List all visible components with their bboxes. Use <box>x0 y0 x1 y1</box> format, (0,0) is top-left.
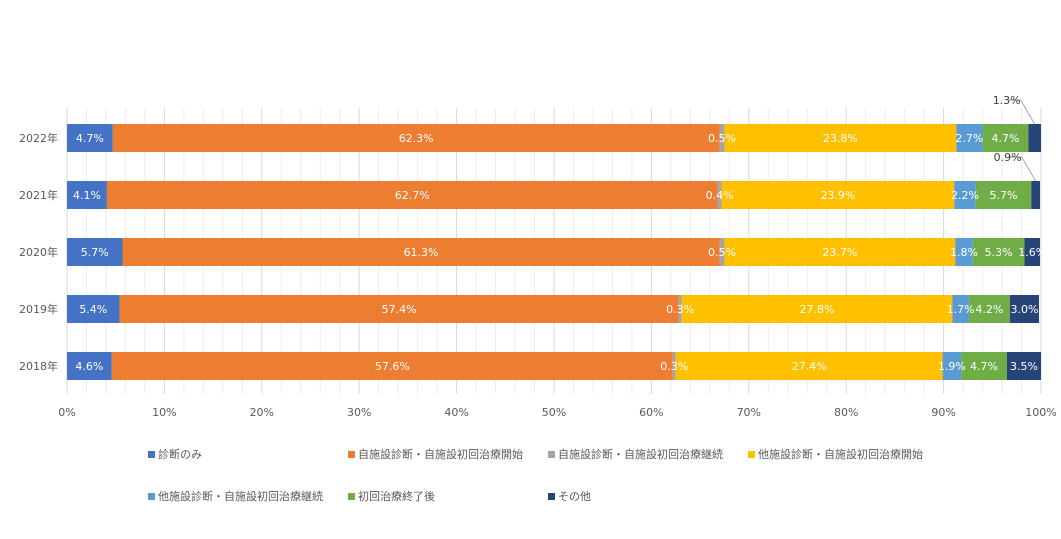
x-tick-label: 70% <box>737 406 761 419</box>
bar-segment <box>1031 181 1041 209</box>
bar-segment <box>106 181 718 209</box>
bar-segment <box>721 181 955 209</box>
data-label: 27.8% <box>800 303 835 316</box>
data-label: 4.7% <box>970 360 998 373</box>
bar-segment <box>724 238 956 266</box>
y-category-label: 2022年 <box>19 131 58 145</box>
bar-segment <box>675 352 943 380</box>
bar-segment <box>681 295 953 323</box>
bar-segment <box>111 352 673 380</box>
bar-segment <box>972 238 1025 266</box>
x-tick-label: 40% <box>444 406 468 419</box>
data-label: 0.3% <box>660 360 688 373</box>
bar-segment <box>678 295 682 323</box>
x-tick-label: 100% <box>1025 406 1056 419</box>
y-category-label: 2018年 <box>19 359 58 373</box>
bar-segment <box>954 181 976 209</box>
data-label: 1.9% <box>938 360 966 373</box>
bar-segment <box>1006 352 1041 380</box>
bar-segment <box>968 295 1010 323</box>
bar-segment <box>724 124 957 152</box>
data-label: 4.7% <box>991 132 1019 145</box>
axes: 0% 10% 20% 30% 40% 50% 60% 70% 80% 90% 100% 2022年 20… <box>19 131 1057 419</box>
callout-leader-line <box>1009 156 1037 182</box>
bar-segment <box>122 238 720 266</box>
bar-segment <box>719 238 725 266</box>
bar-segment <box>717 181 722 209</box>
bar-segment <box>719 124 725 152</box>
data-label: 62.3% <box>399 132 434 145</box>
x-tick-label: 60% <box>639 406 663 419</box>
x-tick-label: 10% <box>152 406 176 419</box>
bar-segment <box>942 352 962 380</box>
data-label: 1.3% <box>993 94 1021 107</box>
bar-segment <box>952 295 969 323</box>
bar-segment <box>67 295 120 323</box>
data-label: 2.2% <box>951 189 979 202</box>
callout-leader-line <box>1008 99 1036 125</box>
data-label: 23.7% <box>822 246 857 259</box>
data-label: 5.4% <box>79 303 107 316</box>
data-label: 4.2% <box>975 303 1003 316</box>
data-label: 57.6% <box>375 360 410 373</box>
bar-segment <box>961 352 1007 380</box>
data-label: 23.9% <box>820 189 855 202</box>
data-label: 5.3% <box>985 246 1013 259</box>
bar-segment <box>975 181 1032 209</box>
data-label: 57.4% <box>382 303 417 316</box>
x-tick-label: 90% <box>931 406 955 419</box>
data-label: 5.7% <box>81 246 109 259</box>
data-label: 1.6% <box>1018 246 1046 259</box>
bar-segment <box>1024 238 1041 266</box>
data-label: 0.5% <box>708 132 736 145</box>
data-label: 4.7% <box>76 132 104 145</box>
y-category-label: 2020年 <box>19 245 58 259</box>
x-tick-label: 80% <box>834 406 858 419</box>
data-label: 1.8% <box>950 246 978 259</box>
data-label: 0.5% <box>708 246 736 259</box>
data-label: 2.7% <box>955 132 983 145</box>
data-label: 4.1% <box>73 189 101 202</box>
bar-segment <box>1009 295 1040 323</box>
data-label: 4.6% <box>75 360 103 373</box>
data-label: 61.3% <box>404 246 439 259</box>
bar-segment <box>67 181 107 209</box>
data-label: 0.3% <box>666 303 694 316</box>
bar-segment <box>955 238 973 266</box>
bar-segment <box>982 124 1029 152</box>
bars <box>67 124 1041 380</box>
x-tick-label: 30% <box>347 406 371 419</box>
y-category-label: 2021年 <box>19 188 58 202</box>
data-label: 1.7% <box>947 303 975 316</box>
data-label: 62.7% <box>395 189 430 202</box>
data-label: 27.4% <box>792 360 827 373</box>
data-label: 3.5% <box>1010 360 1038 373</box>
bar-segment <box>67 352 112 380</box>
y-category-label: 2019年 <box>19 302 58 316</box>
bar-segment <box>67 124 113 152</box>
data-labels: 4.7% 62.3% 0.5% 23.8% 2.7% 4.7% 1.3% 4.1% 62.7% 0… <box>73 94 1046 373</box>
data-label: 0.4% <box>706 189 734 202</box>
data-label: 5.7% <box>990 189 1018 202</box>
bar-segment <box>1028 124 1041 152</box>
x-tick-label: 0% <box>58 406 75 419</box>
bar-segment <box>672 352 676 380</box>
x-tick-label: 50% <box>542 406 566 419</box>
x-tick-label: 20% <box>250 406 274 419</box>
data-label: 0.9% <box>994 151 1022 164</box>
bar-segment <box>956 124 983 152</box>
data-label: 3.0% <box>1010 303 1038 316</box>
bar-segment <box>112 124 720 152</box>
bar-segment <box>119 295 679 323</box>
bar-segment <box>67 238 123 266</box>
data-label: 23.8% <box>823 132 858 145</box>
